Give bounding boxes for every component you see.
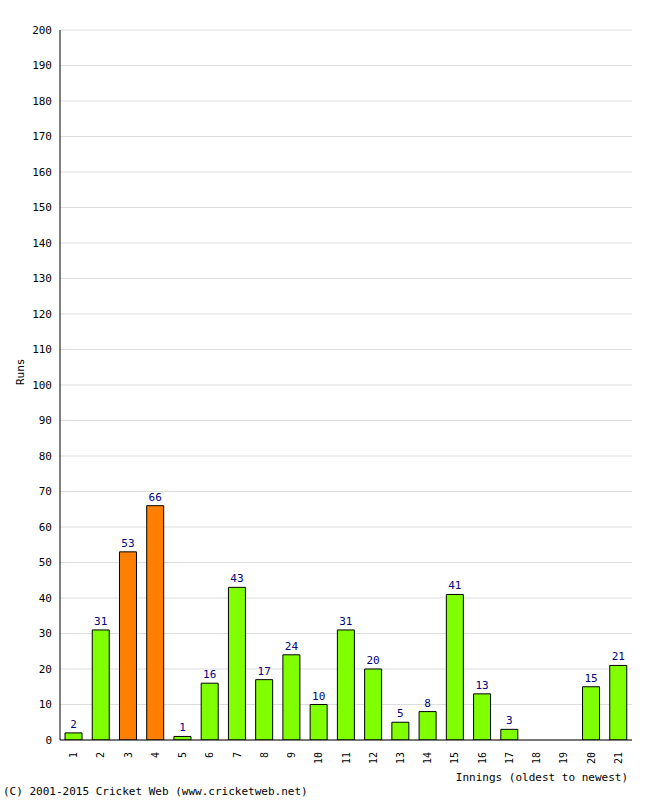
svg-text:20: 20 bbox=[366, 654, 379, 667]
svg-text:18: 18 bbox=[531, 752, 542, 764]
svg-text:60: 60 bbox=[39, 521, 52, 534]
svg-text:21: 21 bbox=[612, 650, 625, 663]
svg-text:2: 2 bbox=[70, 718, 77, 731]
svg-text:120: 120 bbox=[32, 308, 52, 321]
svg-text:30: 30 bbox=[39, 627, 52, 640]
svg-text:1: 1 bbox=[68, 752, 79, 758]
svg-text:8: 8 bbox=[259, 752, 270, 758]
svg-text:17: 17 bbox=[504, 752, 515, 764]
svg-text:21: 21 bbox=[613, 752, 624, 764]
svg-text:15: 15 bbox=[449, 752, 460, 764]
svg-text:16: 16 bbox=[477, 752, 488, 764]
svg-text:2: 2 bbox=[95, 752, 106, 758]
svg-text:17: 17 bbox=[258, 665, 271, 678]
svg-text:11: 11 bbox=[341, 752, 352, 764]
svg-text:24: 24 bbox=[285, 640, 299, 653]
svg-text:40: 40 bbox=[39, 592, 52, 605]
svg-text:Runs: Runs bbox=[14, 359, 27, 386]
svg-text:0: 0 bbox=[45, 734, 52, 747]
svg-text:16: 16 bbox=[203, 668, 216, 681]
svg-text:15: 15 bbox=[584, 672, 597, 685]
svg-text:10: 10 bbox=[39, 698, 52, 711]
svg-text:Innings (oldest to newest): Innings (oldest to newest) bbox=[456, 771, 628, 784]
svg-text:150: 150 bbox=[32, 201, 52, 214]
svg-text:20: 20 bbox=[39, 663, 52, 676]
svg-text:90: 90 bbox=[39, 414, 52, 427]
svg-text:53: 53 bbox=[121, 537, 134, 550]
svg-text:140: 140 bbox=[32, 237, 52, 250]
svg-text:5: 5 bbox=[397, 707, 404, 720]
svg-text:100: 100 bbox=[32, 379, 52, 392]
svg-text:13: 13 bbox=[395, 752, 406, 764]
svg-text:8: 8 bbox=[424, 697, 431, 710]
svg-text:20: 20 bbox=[586, 752, 597, 764]
svg-text:130: 130 bbox=[32, 272, 52, 285]
svg-text:160: 160 bbox=[32, 166, 52, 179]
svg-text:80: 80 bbox=[39, 450, 52, 463]
svg-text:1: 1 bbox=[179, 721, 186, 734]
svg-text:31: 31 bbox=[339, 615, 352, 628]
svg-text:3: 3 bbox=[123, 752, 134, 758]
svg-text:50: 50 bbox=[39, 556, 52, 569]
svg-text:10: 10 bbox=[312, 690, 325, 703]
svg-text:12: 12 bbox=[368, 752, 379, 764]
svg-text:66: 66 bbox=[149, 491, 162, 504]
svg-text:19: 19 bbox=[558, 752, 569, 764]
svg-text:7: 7 bbox=[232, 752, 243, 758]
svg-text:10: 10 bbox=[313, 752, 324, 764]
svg-text:190: 190 bbox=[32, 59, 52, 72]
svg-text:110: 110 bbox=[32, 343, 52, 356]
svg-text:180: 180 bbox=[32, 95, 52, 108]
svg-text:6: 6 bbox=[204, 752, 215, 758]
svg-text:200: 200 bbox=[32, 24, 52, 37]
svg-text:3: 3 bbox=[506, 714, 513, 727]
svg-text:41: 41 bbox=[448, 579, 461, 592]
svg-text:31: 31 bbox=[94, 615, 107, 628]
svg-text:14: 14 bbox=[422, 752, 433, 764]
svg-text:13: 13 bbox=[475, 679, 488, 692]
svg-text:4: 4 bbox=[150, 752, 161, 758]
html-text:(C) 2001-2015 Cricket Web (www: (C) 2001-2015 Cricket Web (www.cricketwe… bbox=[3, 785, 308, 798]
svg-text:43: 43 bbox=[230, 572, 243, 585]
svg-text:170: 170 bbox=[32, 130, 52, 143]
svg-text:5: 5 bbox=[177, 752, 188, 758]
svg-text:70: 70 bbox=[39, 485, 52, 498]
svg-text:9: 9 bbox=[286, 752, 297, 758]
